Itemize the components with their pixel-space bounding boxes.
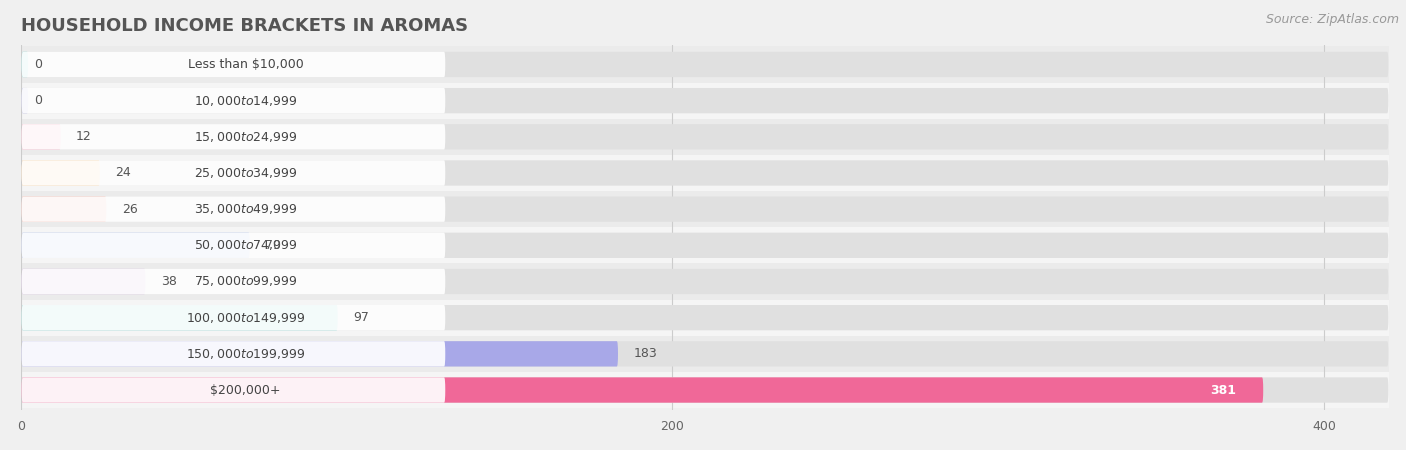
Text: $150,000 to $199,999: $150,000 to $199,999 [186,347,305,361]
FancyBboxPatch shape [21,88,446,113]
Text: 0: 0 [34,94,42,107]
FancyBboxPatch shape [21,52,28,77]
FancyBboxPatch shape [21,305,446,330]
Text: $35,000 to $49,999: $35,000 to $49,999 [194,202,297,216]
Text: Less than $10,000: Less than $10,000 [187,58,304,71]
FancyBboxPatch shape [21,88,1388,113]
Text: $200,000+: $200,000+ [211,383,281,396]
Bar [21,372,1389,408]
Text: 0: 0 [34,58,42,71]
FancyBboxPatch shape [21,88,28,113]
FancyBboxPatch shape [21,160,100,186]
Bar [21,227,1389,263]
FancyBboxPatch shape [21,378,1263,403]
FancyBboxPatch shape [21,197,107,222]
FancyBboxPatch shape [21,160,446,186]
FancyBboxPatch shape [21,160,1388,186]
Text: $50,000 to $74,999: $50,000 to $74,999 [194,238,297,252]
FancyBboxPatch shape [21,124,60,149]
FancyBboxPatch shape [21,305,1388,330]
Text: 26: 26 [122,202,138,216]
Text: $25,000 to $34,999: $25,000 to $34,999 [194,166,297,180]
Bar [21,300,1389,336]
FancyBboxPatch shape [21,124,446,149]
Bar [21,191,1389,227]
FancyBboxPatch shape [21,305,337,330]
Text: $75,000 to $99,999: $75,000 to $99,999 [194,274,297,288]
Bar [21,263,1389,300]
Bar [21,336,1389,372]
Text: $15,000 to $24,999: $15,000 to $24,999 [194,130,297,144]
Bar [21,46,1389,82]
FancyBboxPatch shape [21,341,619,366]
FancyBboxPatch shape [21,197,1388,222]
FancyBboxPatch shape [21,124,1388,149]
FancyBboxPatch shape [21,233,250,258]
Bar [21,155,1389,191]
Text: 38: 38 [160,275,177,288]
Bar [21,82,1389,119]
FancyBboxPatch shape [21,378,1388,403]
Text: 97: 97 [353,311,368,324]
FancyBboxPatch shape [21,341,1388,366]
Text: 12: 12 [76,130,91,143]
Text: 24: 24 [115,166,131,180]
FancyBboxPatch shape [21,52,446,77]
Text: 70: 70 [266,239,281,252]
FancyBboxPatch shape [21,269,1388,294]
FancyBboxPatch shape [21,233,446,258]
Bar [21,119,1389,155]
Text: 183: 183 [633,347,657,360]
FancyBboxPatch shape [21,378,446,403]
Text: HOUSEHOLD INCOME BRACKETS IN AROMAS: HOUSEHOLD INCOME BRACKETS IN AROMAS [21,17,468,35]
FancyBboxPatch shape [21,269,145,294]
FancyBboxPatch shape [21,52,1388,77]
Text: $100,000 to $149,999: $100,000 to $149,999 [186,310,305,324]
FancyBboxPatch shape [21,341,446,366]
Text: 381: 381 [1211,383,1236,396]
FancyBboxPatch shape [21,197,446,222]
FancyBboxPatch shape [21,269,446,294]
Text: Source: ZipAtlas.com: Source: ZipAtlas.com [1265,14,1399,27]
FancyBboxPatch shape [21,233,1388,258]
Text: $10,000 to $14,999: $10,000 to $14,999 [194,94,297,108]
